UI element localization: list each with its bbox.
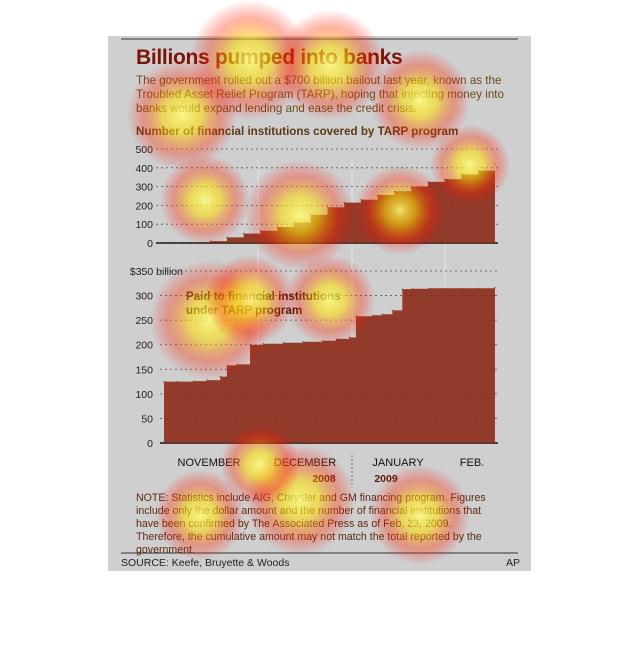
data-point <box>219 376 221 378</box>
data-point <box>477 287 480 289</box>
data-point <box>293 221 295 223</box>
y-tick-label: 50 <box>141 413 153 425</box>
y-tick-label: 300 <box>135 291 153 303</box>
y-tick-label: 400 <box>135 163 153 175</box>
data-point <box>193 380 195 382</box>
data-point <box>163 380 165 383</box>
data-point <box>226 236 228 238</box>
x-tick-label: DECEMBER <box>274 457 336 469</box>
y-tick-label: 500 <box>135 144 153 156</box>
data-point <box>427 181 429 183</box>
data-point <box>259 230 262 232</box>
payments-chart: 0 50 100 150 200 250 300 $350 billion <box>130 266 498 450</box>
data-point <box>348 336 350 338</box>
top-chart-title: Number of financial institutions covered… <box>136 125 459 138</box>
data-point <box>282 342 284 344</box>
data-point <box>236 363 238 365</box>
data-point <box>243 233 245 235</box>
data-point <box>276 226 278 228</box>
data-point <box>176 380 178 383</box>
data-point <box>411 288 413 290</box>
data-point <box>371 314 374 316</box>
data-point <box>461 287 463 289</box>
credit-text: AP <box>506 557 521 569</box>
data-point <box>206 379 208 381</box>
data-point <box>460 173 463 175</box>
y-tick-label: 0 <box>147 238 153 250</box>
y-tick-label: 0 <box>147 438 153 450</box>
note-text: NOTE: Statistics include AIG, Chrysler a… <box>136 492 486 556</box>
x-tick-label: FEB. <box>460 457 484 469</box>
chart-title: Billions pumped into banks <box>136 46 403 69</box>
data-point <box>249 344 251 346</box>
data-point <box>391 309 393 311</box>
year-label: 2009 <box>374 473 398 485</box>
y-tick-label: 100 <box>135 219 153 231</box>
y-tick-label: 200 <box>135 200 153 212</box>
data-point <box>360 199 362 201</box>
data-point <box>326 206 329 208</box>
y-tick-label: 100 <box>135 389 153 401</box>
source-text: SOURCE: Keefe, Bruyette & Woods <box>121 557 290 569</box>
institutions-chart: 0 100 200 300 400 500 <box>135 144 498 250</box>
y-tick-label: 250 <box>135 315 153 327</box>
data-point <box>355 315 357 317</box>
x-tick-label: NOVEMBER <box>178 457 241 469</box>
data-point <box>310 214 312 216</box>
data-point <box>176 242 178 244</box>
data-point <box>226 364 228 366</box>
data-point <box>410 186 412 188</box>
data-point <box>343 201 345 204</box>
y-tick-label: 150 <box>135 364 153 376</box>
y-tick-label: 200 <box>135 340 153 352</box>
data-point <box>494 163 496 165</box>
data-point <box>428 287 430 289</box>
data-point <box>494 287 496 289</box>
y-tick-label: $350 billion <box>130 266 183 278</box>
bottom-chart-title: Paid to financial institutions under TAR… <box>186 290 341 317</box>
data-point <box>335 338 337 340</box>
month-axis: NOVEMBER DECEMBER JANUARY FEB. 2008 2009 <box>178 455 484 486</box>
data-point <box>302 341 304 343</box>
data-point <box>262 343 264 345</box>
data-point <box>322 340 324 342</box>
data-point <box>381 313 384 315</box>
data-point <box>192 242 195 244</box>
data-point <box>393 190 396 192</box>
y-tick-label: 300 <box>135 182 153 194</box>
intro-text: The government rolled out a $700 billion… <box>136 74 504 115</box>
data-point <box>444 178 446 180</box>
x-tick-label: JANUARY <box>372 457 424 469</box>
year-label: 2008 <box>312 473 336 485</box>
data-point <box>401 288 403 290</box>
data-point <box>377 194 379 196</box>
data-point <box>209 240 211 242</box>
data-area <box>164 287 495 443</box>
data-point <box>159 242 161 244</box>
data-point <box>444 287 446 289</box>
data-point <box>477 170 479 172</box>
